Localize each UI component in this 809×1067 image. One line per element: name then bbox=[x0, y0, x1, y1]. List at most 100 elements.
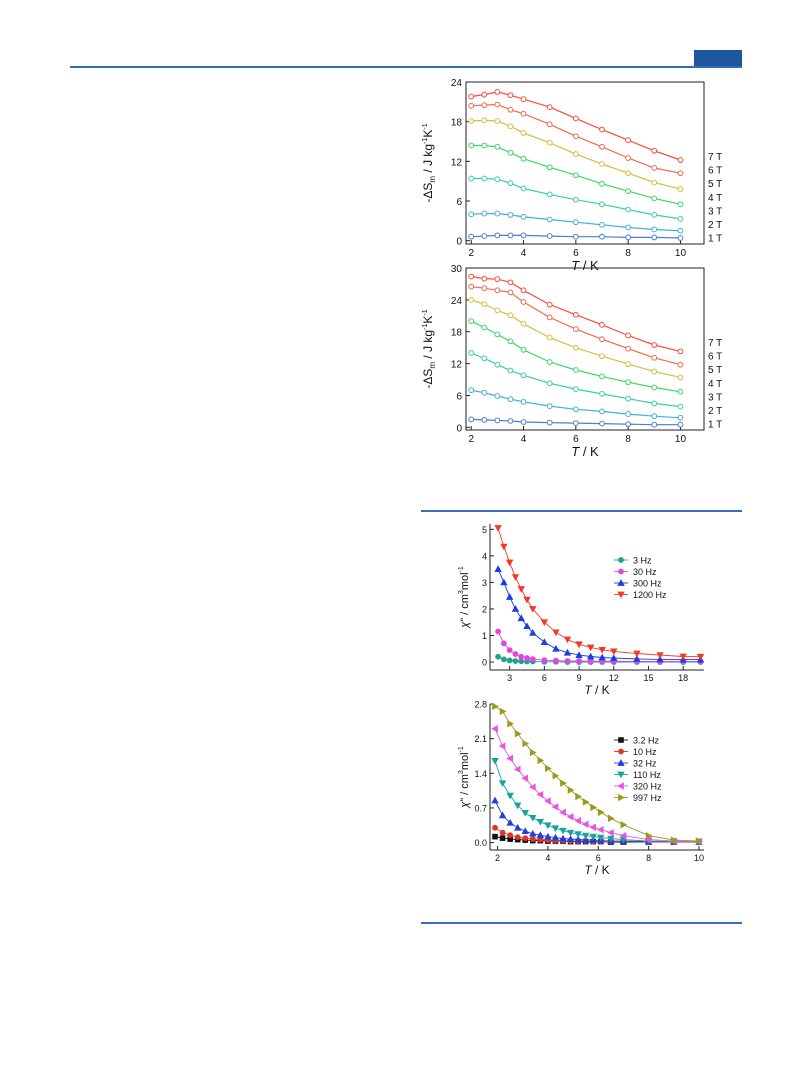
legend-label: 3.2 Hz bbox=[633, 736, 660, 746]
data-point bbox=[517, 614, 525, 622]
data-point bbox=[507, 232, 514, 239]
data-point bbox=[529, 814, 537, 822]
legend-item: 32 Hz bbox=[614, 759, 657, 769]
data-point bbox=[625, 188, 632, 195]
data-point bbox=[494, 176, 501, 183]
series-line bbox=[471, 286, 681, 366]
data-point bbox=[677, 414, 684, 421]
data-point bbox=[529, 629, 537, 636]
data-point bbox=[500, 640, 507, 647]
series-line bbox=[497, 568, 701, 661]
x-tick-label: 6 bbox=[542, 673, 547, 683]
data-point bbox=[589, 833, 597, 841]
data-point bbox=[546, 191, 553, 198]
data-point bbox=[481, 285, 488, 292]
data-point bbox=[494, 276, 501, 283]
data-point bbox=[552, 629, 560, 637]
series-label: 3 T bbox=[708, 206, 722, 217]
y-axis-label: -ΔSm / J kg-1K-1 bbox=[421, 123, 437, 202]
legend-label: 32 Hz bbox=[633, 759, 657, 769]
data-point bbox=[521, 810, 529, 817]
data-point bbox=[520, 287, 527, 294]
data-point bbox=[651, 354, 658, 361]
data-point bbox=[492, 702, 499, 711]
data-point bbox=[481, 324, 488, 331]
data-point bbox=[677, 374, 684, 381]
x-tick-label: 15 bbox=[643, 673, 653, 683]
data-point bbox=[670, 836, 678, 844]
y-tick-label: 1.4 bbox=[474, 769, 487, 779]
data-point bbox=[575, 792, 582, 801]
data-point bbox=[468, 93, 475, 100]
data-point bbox=[625, 224, 632, 231]
data-point bbox=[599, 221, 605, 228]
data-point bbox=[494, 143, 501, 150]
data-point bbox=[619, 831, 627, 840]
data-point bbox=[551, 825, 560, 833]
data-point bbox=[522, 835, 529, 842]
data-point bbox=[696, 653, 705, 661]
data-point bbox=[513, 802, 522, 810]
data-point bbox=[581, 832, 590, 840]
legend-marker bbox=[618, 568, 624, 575]
legend-item: 320 Hz bbox=[614, 782, 662, 792]
y-tick-label: 0 bbox=[456, 423, 462, 434]
legend-label: 320 Hz bbox=[633, 782, 662, 792]
plot-frame bbox=[465, 267, 705, 431]
data-point bbox=[651, 179, 658, 186]
data-point bbox=[625, 361, 632, 368]
legend-label: 110 Hz bbox=[633, 770, 661, 780]
series-label: 1 T bbox=[708, 234, 722, 245]
data-point bbox=[468, 102, 475, 109]
y-tick-label: 12 bbox=[451, 157, 463, 168]
data-point bbox=[544, 822, 552, 830]
y-tick-label: 3 bbox=[482, 578, 487, 588]
data-point bbox=[507, 396, 514, 403]
data-point bbox=[546, 419, 553, 426]
data-point bbox=[599, 161, 605, 167]
data-point bbox=[481, 175, 488, 182]
data-point bbox=[610, 654, 618, 661]
data-point bbox=[677, 201, 684, 208]
data-point bbox=[468, 273, 475, 280]
y-tick-label: 0.0 bbox=[474, 838, 487, 848]
series-6 bbox=[468, 89, 684, 163]
x-tick-label: 4 bbox=[521, 434, 527, 445]
data-point bbox=[498, 811, 507, 819]
data-point bbox=[546, 139, 553, 146]
x-tick-label: 4 bbox=[545, 853, 550, 863]
data-point bbox=[481, 275, 488, 282]
data-point bbox=[481, 301, 488, 308]
data-point bbox=[468, 142, 475, 149]
data-point bbox=[492, 824, 498, 831]
data-point bbox=[520, 96, 527, 103]
data-point bbox=[506, 657, 513, 664]
legend-item: 997 Hz bbox=[614, 793, 662, 803]
data-point bbox=[625, 332, 632, 339]
header-tab bbox=[694, 50, 742, 66]
data-point bbox=[520, 320, 527, 327]
data-point bbox=[517, 586, 525, 593]
data-point bbox=[511, 605, 520, 612]
data-point bbox=[677, 421, 684, 428]
legend-marker bbox=[617, 591, 625, 599]
data-point bbox=[552, 644, 560, 652]
series-1 bbox=[468, 387, 684, 421]
series-2 bbox=[494, 565, 705, 663]
data-point bbox=[491, 796, 499, 804]
data-point bbox=[625, 206, 632, 213]
x-tick-label: 6 bbox=[573, 248, 579, 259]
data-point bbox=[607, 814, 615, 823]
data-point bbox=[540, 638, 549, 645]
data-point bbox=[494, 331, 501, 338]
y-tick-label: 18 bbox=[451, 118, 463, 129]
data-point bbox=[506, 818, 514, 826]
data-point bbox=[597, 834, 605, 842]
data-point bbox=[677, 215, 684, 222]
data-point bbox=[507, 212, 514, 218]
x-tick-label: 6 bbox=[596, 853, 601, 863]
data-point bbox=[625, 421, 632, 428]
data-point bbox=[507, 149, 514, 156]
data-point bbox=[521, 827, 529, 835]
legend-label: 300 Hz bbox=[633, 579, 662, 589]
